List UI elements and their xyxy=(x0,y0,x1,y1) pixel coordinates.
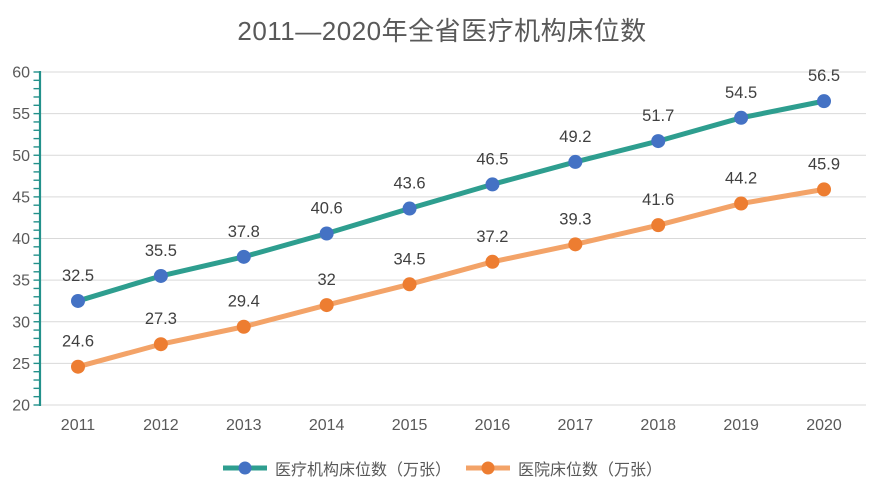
data-label: 34.5 xyxy=(393,250,425,268)
legend-label-hospital-beds: 医院床位数（万张） xyxy=(518,462,663,479)
x-axis-label: 2011 xyxy=(61,417,96,434)
x-axis-label: 2019 xyxy=(723,417,759,434)
legend-line-dot-icon xyxy=(466,461,510,475)
data-label: 32 xyxy=(317,271,335,289)
legend-line-dot-icon xyxy=(222,461,267,475)
data-label: 44.2 xyxy=(725,170,757,188)
x-axis-label: 2012 xyxy=(143,417,179,434)
data-point xyxy=(319,226,334,241)
legend: 医疗机构床位数（万张） 医院床位数（万张） xyxy=(0,456,884,480)
data-point xyxy=(319,298,334,313)
data-point xyxy=(568,237,583,252)
data-label: 43.6 xyxy=(393,175,425,193)
data-label: 46.5 xyxy=(476,150,508,168)
data-label: 54.5 xyxy=(725,84,757,102)
data-label: 49.2 xyxy=(559,128,591,146)
data-point xyxy=(485,177,500,192)
x-axis-label: 2017 xyxy=(558,417,594,434)
data-label: 56.5 xyxy=(808,67,840,85)
x-axis-label: 2020 xyxy=(806,417,842,434)
series-line-0 xyxy=(75,98,827,304)
data-label: 40.6 xyxy=(311,200,343,218)
data-label: 29.4 xyxy=(228,293,260,311)
data-point xyxy=(236,249,251,264)
data-point xyxy=(153,337,168,352)
data-point xyxy=(817,94,831,109)
data-point xyxy=(651,218,666,233)
data-label: 35.5 xyxy=(145,242,177,260)
x-axis-label: 2014 xyxy=(309,417,345,434)
data-label: 51.7 xyxy=(642,107,674,125)
data-point xyxy=(402,277,417,292)
data-point xyxy=(734,110,749,125)
y-axis-label: 30 xyxy=(12,314,30,331)
series-line-1 xyxy=(75,186,827,370)
data-point xyxy=(71,293,85,308)
x-axis-label: 2018 xyxy=(640,417,676,434)
data-point xyxy=(153,268,168,283)
data-point xyxy=(568,154,583,169)
data-point xyxy=(651,134,666,149)
legend-label-medical-institution-beds: 医疗机构床位数（万张） xyxy=(274,462,451,479)
legend-item-medical-institution-beds: 医疗机构床位数（万张） xyxy=(222,456,451,480)
y-axis-label: 50 xyxy=(12,148,30,165)
x-axis-label: 2013 xyxy=(226,417,262,434)
data-point xyxy=(71,359,85,374)
data-point xyxy=(402,201,417,216)
data-label: 45.9 xyxy=(808,155,840,173)
data-point xyxy=(817,182,831,197)
x-axis-label: 2016 xyxy=(475,417,511,434)
data-label: 32.5 xyxy=(62,267,94,285)
data-label: 37.8 xyxy=(228,223,260,241)
data-label: 39.3 xyxy=(559,210,591,228)
data-point xyxy=(485,254,500,269)
y-axis-label: 35 xyxy=(12,273,30,290)
y-axis-label: 60 xyxy=(12,65,30,82)
data-label: 24.6 xyxy=(62,333,94,351)
y-axis-label: 40 xyxy=(12,231,30,248)
data-point xyxy=(236,319,251,334)
y-axis-label: 45 xyxy=(12,189,30,206)
data-point xyxy=(734,196,749,211)
y-axis-label: 55 xyxy=(12,106,30,123)
chart-title: 2011—2020年全省医疗机构床位数 xyxy=(237,16,647,46)
data-label: 41.6 xyxy=(642,191,674,209)
y-axis-label: 20 xyxy=(12,398,30,415)
legend-item-hospital-beds: 医院床位数（万张） xyxy=(465,456,662,480)
data-label: 27.3 xyxy=(145,310,177,328)
y-axis-label: 25 xyxy=(12,356,30,373)
data-label: 37.2 xyxy=(476,228,508,246)
x-axis-label: 2015 xyxy=(392,417,428,434)
